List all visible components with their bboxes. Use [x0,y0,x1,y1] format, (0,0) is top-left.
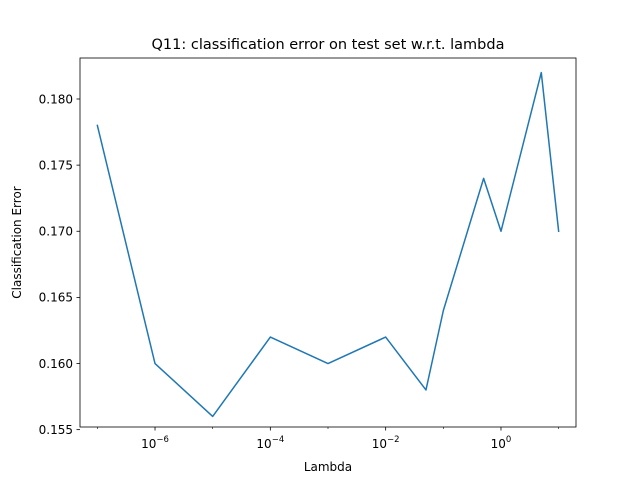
chart-title: Q11: classification error on test set w.… [152,37,505,53]
y-tick-label: 0.160 [39,357,73,371]
axes-frame [79,57,577,428]
y-tick-label: 0.180 [39,92,73,106]
x-axis-title: Lambda [304,460,352,474]
y-axis: 0.155 0.160 0.165 0.170 0.175 0.180 [39,92,80,437]
plot-area [96,71,560,418]
y-axis-title: Classification Error [10,186,24,299]
x-tick-label: 10−6 [141,435,169,451]
y-tick-label: 0.165 [39,291,73,305]
series-line-0 [96,71,560,418]
x-axis: 10−6 10−4 10−2 100 [97,427,559,451]
x-tick-label: 10−4 [256,435,284,451]
x-tick-label: 10−2 [372,435,400,451]
x-tick-label: 100 [491,435,512,451]
y-tick-label: 0.175 [39,158,73,172]
y-tick-label: 0.170 [39,225,73,239]
y-tick-label: 0.155 [39,423,73,437]
